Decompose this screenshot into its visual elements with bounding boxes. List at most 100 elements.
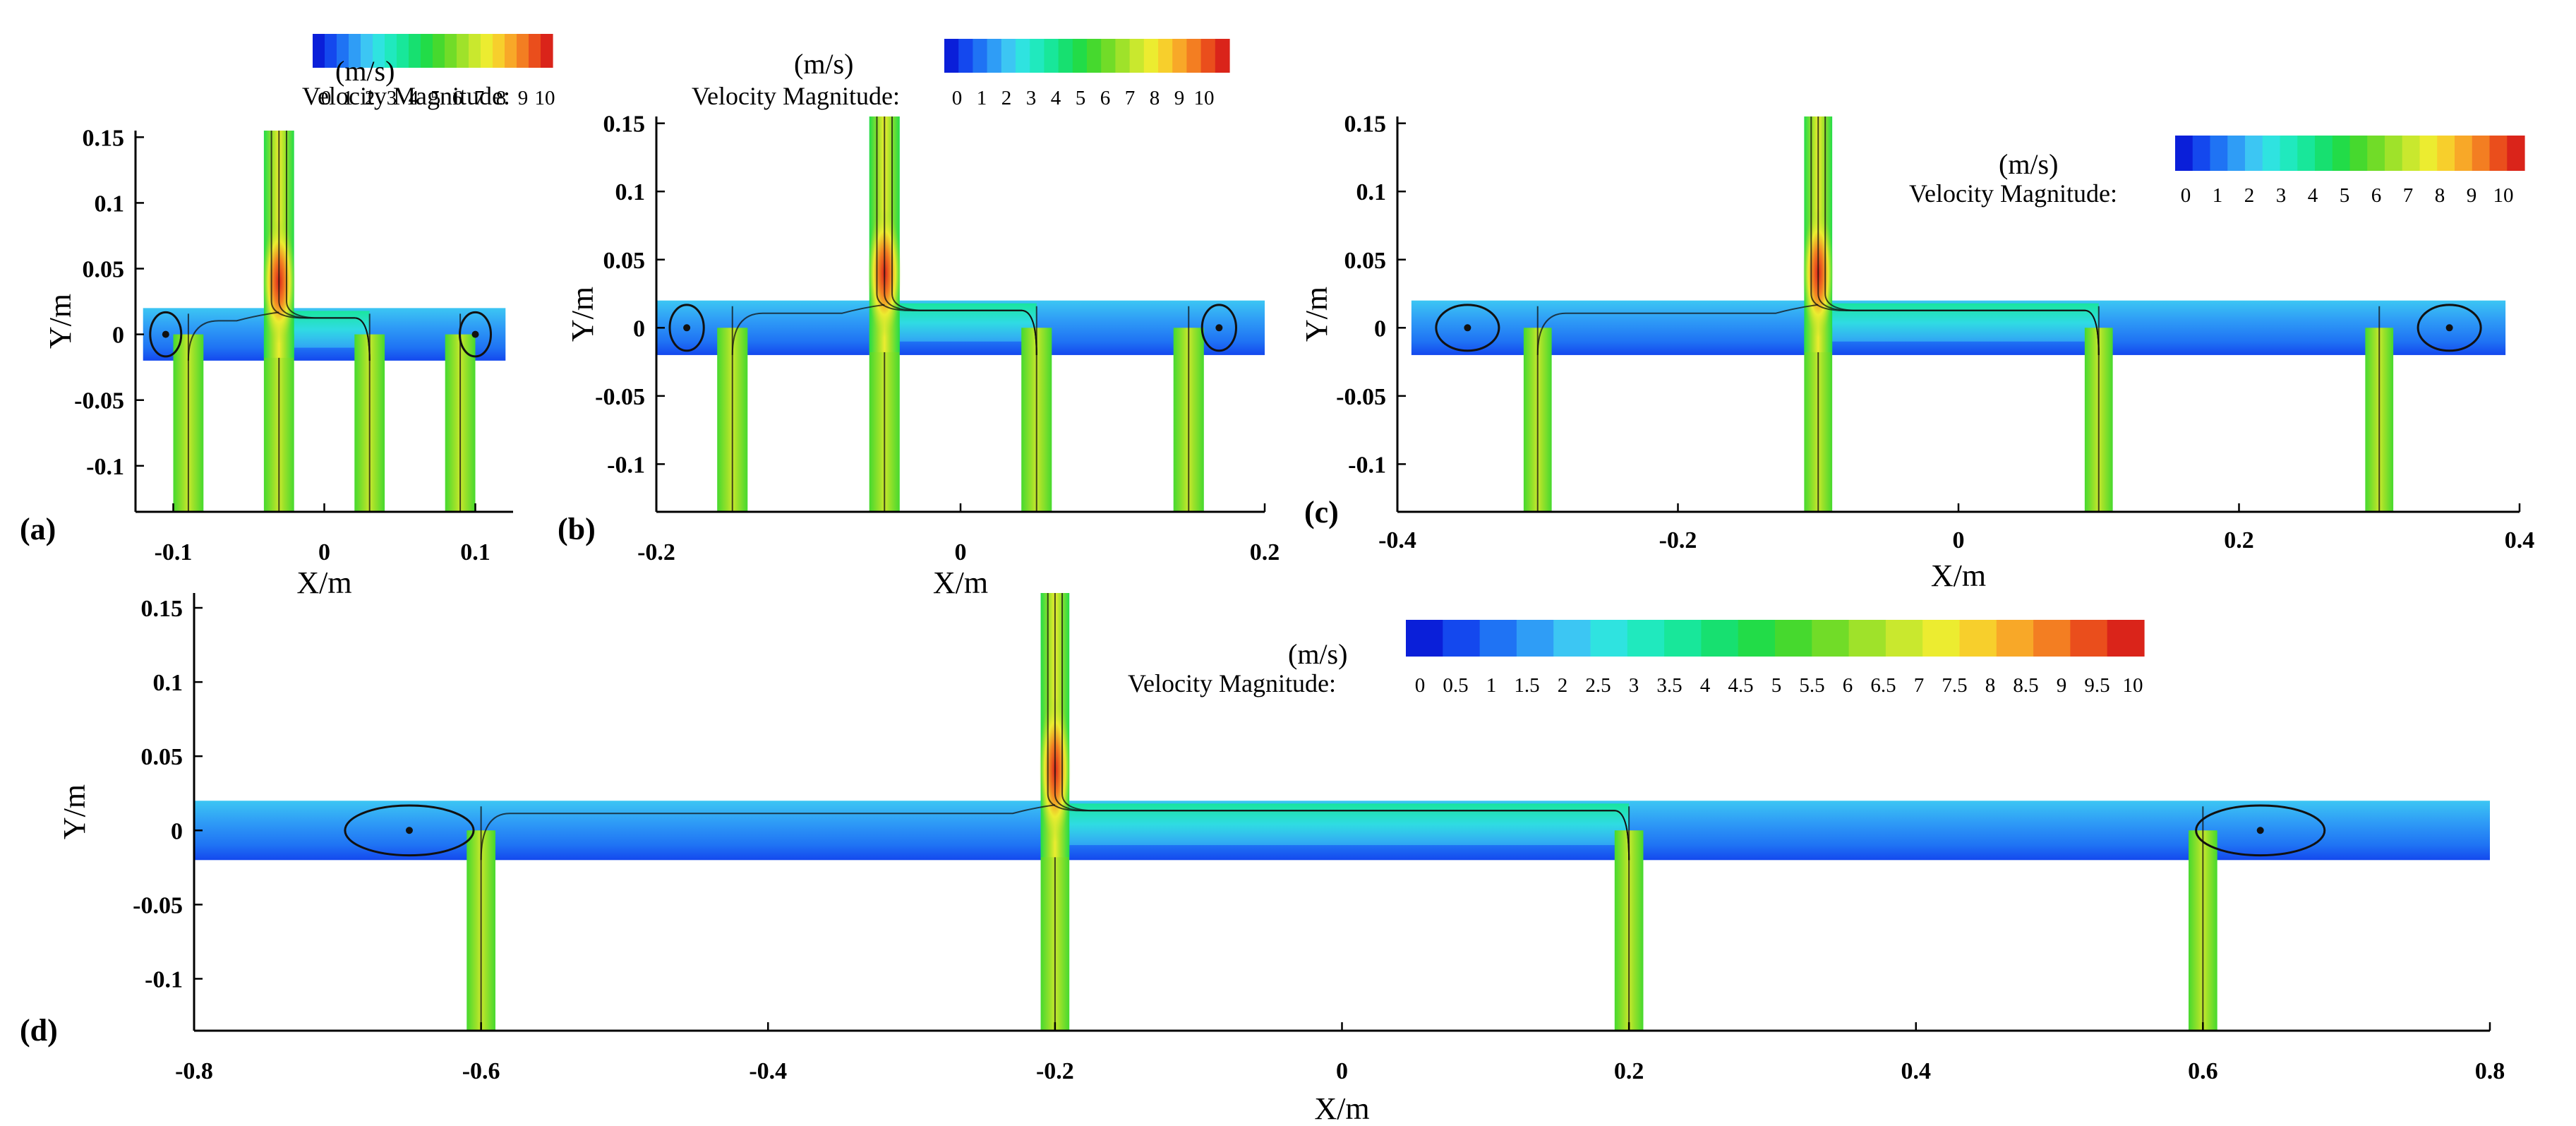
axes: -0.1 0 0.1 0.15 0.1 0.05 0 -0.05 -0.1 X/m Y/m (a) <box>20 125 513 600</box>
flow-field <box>194 593 2490 1031</box>
colorbar-swatch <box>2367 136 2385 171</box>
colorbar-swatch <box>1016 39 1030 73</box>
colorbar-tick: 4 <box>409 87 419 109</box>
y-tick-label: 0.05 <box>141 744 183 770</box>
y-axis-title: Y/m <box>43 294 78 349</box>
vortex-center <box>162 330 169 338</box>
colorbar-swatch <box>325 34 337 68</box>
flow-field <box>143 131 506 512</box>
colorbar-swatch <box>313 34 325 68</box>
colorbar-tick: 10 <box>2493 184 2514 207</box>
y-tick-label: -0.05 <box>1336 384 1386 410</box>
y-tick-label: 0 <box>633 316 645 342</box>
vortex-center <box>2256 827 2264 834</box>
colorbar-tick: 0.5 <box>1443 674 1468 697</box>
colorbar-swatch <box>1030 39 1045 73</box>
colorbar-tick: 5.5 <box>1799 674 1824 697</box>
y-tick-label: 0.05 <box>83 257 125 283</box>
colorbar-swatch <box>2402 136 2421 171</box>
colorbar-swatch <box>2070 620 2108 657</box>
colorbar-swatch <box>944 39 959 73</box>
x-tick-label: -0.2 <box>1659 527 1697 553</box>
colorbar-tick: 8 <box>1150 87 1160 109</box>
colorbar-swatch <box>1664 620 1702 657</box>
y-tick-label: 0.15 <box>1344 112 1387 138</box>
y-tick-label: -0.1 <box>607 452 645 478</box>
y-tick-label: 0.15 <box>83 125 125 151</box>
colorbar-unit: (m/s) <box>794 48 853 80</box>
colorbar-swatch <box>2192 136 2211 171</box>
axes: -0.4 -0.2 0 0.2 0.4 0.15 0.1 0.05 0 -0.05 -0.1 X/m Y… <box>1299 112 2534 593</box>
x-axis-title: X/m <box>1931 558 1986 593</box>
colorbar-swatch <box>2349 136 2368 171</box>
colorbar-tick: 5 <box>1771 674 1782 697</box>
colorbar-swatch <box>1922 620 1961 657</box>
panel-d: -0.8 -0.6 -0.4 -0.2 0 0.2 0.4 0.6 0.8 0.15 0.1 0.05… <box>20 593 2505 1126</box>
colorbar-swatch <box>2245 136 2263 171</box>
colorbar-swatch <box>409 34 421 68</box>
colorbar-tick: 1 <box>343 87 354 109</box>
colorbar-tick: 0 <box>1415 674 1426 697</box>
colorbar-swatch <box>987 39 1002 73</box>
colorbar-swatch <box>1058 39 1073 73</box>
axes: -0.8 -0.6 -0.4 -0.2 0 0.2 0.4 0.6 0.8 0.15 0.1 0.05… <box>20 593 2505 1126</box>
recirculation-vortex <box>668 304 705 352</box>
colorbar-swatch <box>541 34 553 68</box>
colorbar-tick: 3.5 <box>1656 674 1682 697</box>
recirculation-vortex <box>1435 304 1500 352</box>
colorbar-unit: (m/s) <box>1999 148 2058 180</box>
panel-tag: (b) <box>558 512 596 546</box>
colorbar-swatch <box>397 34 409 68</box>
colorbar-swatch <box>505 34 517 68</box>
y-tick-label: -0.1 <box>145 966 183 993</box>
colorbar-label: Velocity Magnitude: <box>692 82 900 110</box>
panel-c: -0.4 -0.2 0 0.2 0.4 0.15 0.1 0.05 0 -0.05 -0.1 X/m Y… <box>1299 112 2534 593</box>
colorbar-swatch <box>1406 620 1443 657</box>
colorbar-swatch <box>2332 136 2351 171</box>
vortex-center <box>471 330 479 338</box>
colorbar-tick: 2.5 <box>1585 674 1611 697</box>
colorbar-swatch <box>1443 620 1481 657</box>
y-axis-title: Y/m <box>1299 287 1334 342</box>
colorbar-tick: 5 <box>2340 184 2350 207</box>
recirculation-vortex <box>344 804 475 857</box>
colorbar-tick: 6 <box>1843 674 1853 697</box>
y-tick-label: 0 <box>171 818 183 844</box>
colorbar-swatch <box>1701 620 1739 657</box>
y-tick-label: -0.1 <box>1348 452 1386 478</box>
colorbar-swatch <box>1848 620 1886 657</box>
colorbar-swatch <box>337 34 349 68</box>
axes: -0.2 0 0.2 0.15 0.1 0.05 0 -0.05 -0.1 X/m Y/m (b) <box>558 112 1280 600</box>
colorbar-swatch <box>2280 136 2298 171</box>
y-tick-label: -0.05 <box>133 892 183 918</box>
colorbar-swatch <box>2175 136 2193 171</box>
colorbar-swatch <box>1590 620 1628 657</box>
x-tick-label: 0.4 <box>2505 527 2535 553</box>
colorbar-swatch <box>481 34 493 68</box>
colorbar-tick: 8.5 <box>2013 674 2038 697</box>
colorbar-tick: 5 <box>1076 87 1086 109</box>
colorbar-tick: 3 <box>1629 674 1639 697</box>
colorbar-tick: 0 <box>321 87 332 109</box>
colorbar-tick: 6 <box>2371 184 2382 207</box>
y-tick-label: -0.05 <box>74 388 124 414</box>
y-tick-label: 0.1 <box>1356 179 1387 205</box>
colorbar-swatch <box>1627 620 1665 657</box>
colorbar-tick: 5 <box>431 87 441 109</box>
colorbar-tick: 10 <box>535 87 555 109</box>
inlet-streamline <box>1824 116 2100 355</box>
y-tick-label: 0.05 <box>1344 248 1387 274</box>
colorbar-tick: 0 <box>2181 184 2191 207</box>
colorbar-swatch <box>958 39 973 73</box>
header-streamline <box>1536 304 1819 355</box>
y-tick-label: -0.1 <box>86 454 124 480</box>
vortex-center <box>683 324 691 332</box>
colorbar-swatch <box>1775 620 1812 657</box>
x-axis-title: X/m <box>296 565 351 600</box>
colorbar-tick: 0 <box>952 87 963 109</box>
panel-tag: (a) <box>20 512 56 546</box>
x-tick-label: -0.6 <box>462 1058 500 1084</box>
vortex-center <box>1215 324 1223 332</box>
colorbar-swatch <box>2262 136 2281 171</box>
colorbar-swatch <box>1516 620 1554 657</box>
